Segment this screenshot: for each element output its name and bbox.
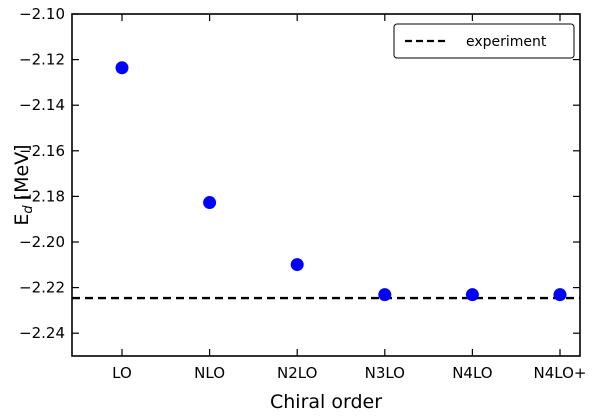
y-tick-label: −2.16 [19,142,65,160]
x-tick-label: LO [112,364,132,382]
legend-box [393,23,575,59]
data-point [290,258,304,272]
legend: experiment [393,23,575,59]
y-axis-label-main: E [11,214,33,226]
y-axis-label-unit: [MeV] [11,144,33,200]
y-ticks: −2.10 −2.12 −2.14 −2.16 −2.18 −2.20 −2.22 −2.24 [19,5,580,342]
y-tick-label: −2.10 [19,5,65,23]
data-point [465,288,479,302]
y-tick-label: −2.12 [19,51,65,69]
plot-frame [71,13,581,357]
x-tick-label: N4LO+ [534,364,587,382]
x-tick-label: N4LO [452,364,492,382]
data-point [553,288,567,302]
y-tick-label: −2.20 [19,233,65,251]
y-tick-label: −2.22 [19,279,65,297]
y-tick-label: −2.24 [19,324,65,342]
data-points [115,61,567,302]
x-axis-label: Chiral order [270,391,382,413]
y-axis-label-subscript: d [21,205,36,214]
y-axis-label: Ed [MeV] [11,144,36,225]
x-tick-label: N2LO [277,364,317,382]
data-point [378,288,392,302]
x-tick-label: NLO [194,364,225,382]
data-point [115,61,129,75]
legend-label-experiment: experiment [466,34,547,50]
data-point [203,196,217,210]
x-tick-label: N3LO [365,364,405,382]
y-tick-label: −2.18 [19,187,65,205]
x-ticks: LO NLO N2LO N3LO N4LO N4LO+ [112,14,586,382]
y-tick-label: −2.14 [19,96,65,114]
